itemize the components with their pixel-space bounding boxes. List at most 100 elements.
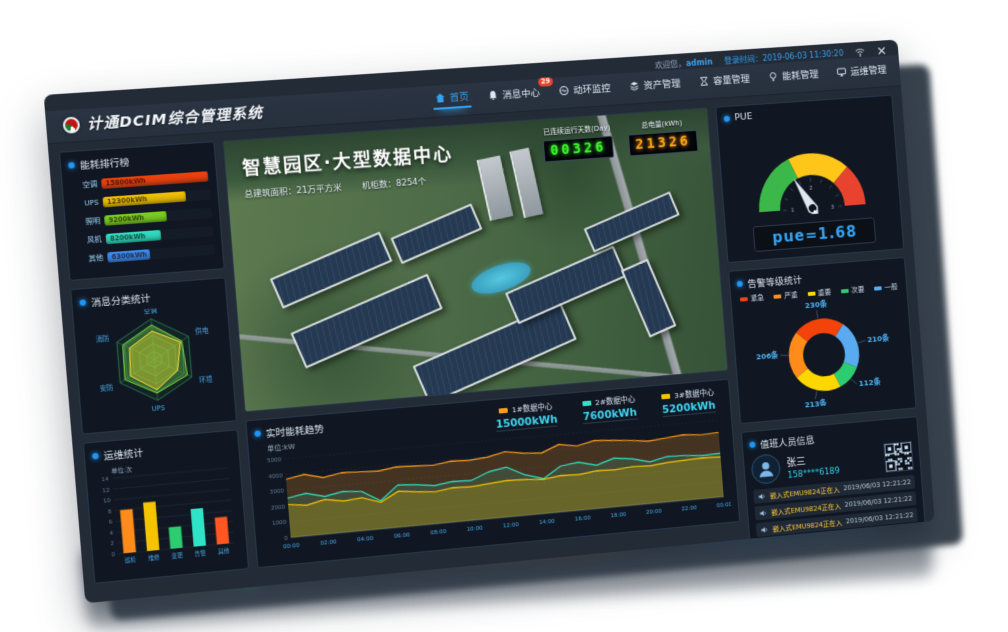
nav-item-资产管理[interactable]: 资产管理 — [626, 72, 683, 95]
svg-text:14: 14 — [101, 477, 109, 484]
legend-label: 一般 — [884, 282, 898, 292]
energy-rank-bar-chart: 空调 15800kWh UPS 12300kWh 照明 9200kWh 风机 8200kWh 其… — [70, 171, 216, 265]
svg-text:10: 10 — [103, 498, 111, 505]
svg-text:4000: 4000 — [268, 473, 283, 480]
speaker-icon — [757, 491, 766, 501]
nav-item-首页[interactable]: 首页 — [431, 85, 472, 110]
person-meta: 张三 158****6189 — [786, 446, 879, 480]
speaker-icon — [760, 525, 769, 535]
panel-title: 能耗排行榜 — [79, 157, 130, 172]
legend-label: 重要 — [817, 288, 832, 298]
svg-text:消防: 消防 — [95, 334, 110, 344]
svg-text:00:00: 00:00 — [283, 543, 300, 551]
svg-text:12: 12 — [102, 487, 110, 494]
bar-fill: 9200kWh — [103, 211, 167, 226]
panel-title: 实时能耗趋势 — [265, 423, 325, 441]
title-dot-icon — [723, 115, 730, 122]
title-dot-icon — [92, 452, 99, 460]
ops-bar-chart: 单位:次 0 2 4 6 8 10 12 14 巡检 维修 变更 告警 其他 — [101, 465, 240, 564]
legend-swatch — [840, 288, 849, 294]
series-name: 3#数据中心 — [673, 387, 715, 401]
svg-text:1000: 1000 — [272, 520, 287, 527]
nav-item-容量管理[interactable]: 容量管理 — [696, 68, 752, 91]
unread-badge: 29 — [537, 76, 554, 87]
svg-text:213条: 213条 — [804, 398, 827, 410]
svg-text:0: 0 — [111, 552, 116, 558]
svg-text:06:00: 06:00 — [394, 532, 411, 539]
bar-fill: 15800kWh — [100, 171, 209, 189]
svg-text:4: 4 — [109, 531, 114, 537]
nav-item-运维管理[interactable]: 运维管理 — [834, 59, 889, 82]
svg-text:空调: 空调 — [143, 305, 158, 315]
energy-rank-row: 照明 9200kWh — [73, 207, 213, 228]
energy-rank-row: UPS 12300kWh — [71, 189, 211, 209]
svg-text:变更: 变更 — [171, 551, 183, 560]
nav-label: 容量管理 — [712, 73, 751, 88]
trend-legend-item-2#数据中心[interactable]: 2#数据中心 7600kWh — [582, 394, 638, 425]
svg-text:210条: 210条 — [867, 333, 890, 345]
nav-label: 动环监控 — [572, 83, 611, 97]
legend-item-一般[interactable]: 一般 — [873, 282, 898, 294]
legend-item-严重[interactable]: 严重 — [773, 290, 798, 302]
header-bar: 计通DCIM综合管理系统 首页 消息中心 29 动环监控 资产管理 容量管理 能耗管理 运维管… — [45, 55, 901, 145]
wifi-icon — [854, 47, 865, 58]
panel-title: 值班人员信息 — [759, 435, 815, 451]
svg-text:16:00: 16:00 — [575, 515, 591, 522]
capacity-icon — [698, 75, 709, 87]
svg-text:1: 1 — [791, 207, 795, 214]
nav-item-动环监控[interactable]: 动环监控 — [556, 77, 613, 101]
svg-text:112条: 112条 — [858, 376, 881, 388]
bar-track: 6300kWh — [106, 244, 216, 263]
legend-label: 严重 — [784, 291, 798, 300]
title-dot-icon — [79, 299, 87, 306]
legend-item-次要[interactable]: 次要 — [840, 285, 865, 297]
asset-icon — [628, 80, 640, 92]
nav-label: 运维管理 — [850, 64, 887, 78]
ops-icon — [836, 66, 847, 77]
svg-text:5000: 5000 — [267, 457, 282, 464]
svg-text:2: 2 — [110, 541, 114, 547]
svg-text:安防: 安防 — [99, 383, 114, 393]
svg-text:08:00: 08:00 — [430, 529, 447, 536]
panel-title: 运维统计 — [103, 447, 144, 463]
svg-text:230条: 230条 — [805, 299, 828, 311]
svg-text:22:00: 22:00 — [681, 505, 697, 512]
energy-icon — [767, 70, 778, 81]
event-time: 2019/06/03 12:21:22 — [842, 478, 912, 493]
svg-text:00:00: 00:00 — [717, 502, 732, 509]
svg-text:其他: 其他 — [218, 546, 230, 555]
svg-text:2: 2 — [809, 185, 813, 192]
svg-text:2000: 2000 — [271, 504, 286, 511]
svg-text:维修: 维修 — [148, 553, 160, 562]
svg-text:3000: 3000 — [269, 489, 284, 496]
trend-legend-item-3#数据中心[interactable]: 3#数据中心 5200kWh — [661, 387, 717, 418]
energy-rank-row: 空调 15800kWh — [70, 171, 210, 191]
nav-item-消息中心[interactable]: 消息中心 29 — [485, 76, 554, 106]
main-content: 能耗排行榜 空调 15800kWh UPS 12300kWh 照明 9200kWh 风机 82… — [48, 86, 935, 603]
legend-item-紧急[interactable]: 紧急 — [739, 293, 765, 305]
legend-swatch — [739, 297, 748, 302]
energy-rank-row: 其他 6300kWh — [76, 244, 216, 265]
legend-swatch — [661, 393, 671, 400]
svg-text:20:00: 20:00 — [646, 509, 662, 516]
legend-item-重要[interactable]: 重要 — [807, 287, 831, 299]
bar-track: 9200kWh — [103, 207, 213, 226]
legend-label: 紧急 — [750, 293, 765, 303]
event-time: 2019/06/03 12:21:22 — [845, 511, 914, 526]
trend-legend-item-1#数据中心[interactable]: 1#数据中心 15000kWh — [494, 401, 559, 432]
bar-fill: 6300kWh — [106, 249, 151, 263]
stat-rack-count: 机柜数：8254个 — [361, 177, 427, 192]
series-name: 2#数据中心 — [594, 394, 636, 408]
app-logo-icon — [62, 115, 81, 134]
panel-energy-trend: 实时能耗趋势 单位:kW 1#数据中心 15000kWh 2#数据中心 7600kWh… — [245, 378, 741, 569]
panel-title-row: 实时能耗趋势 — [254, 421, 324, 441]
username: admin — [685, 57, 714, 69]
svg-text:环境: 环境 — [199, 374, 214, 384]
svg-text:04:00: 04:00 — [357, 536, 374, 544]
nav-item-能耗管理[interactable]: 能耗管理 — [765, 63, 821, 86]
bell-icon — [487, 89, 499, 101]
uptime-digital-display: 00326 — [542, 135, 614, 163]
close-icon[interactable] — [876, 45, 887, 56]
legend-swatch — [582, 400, 592, 407]
